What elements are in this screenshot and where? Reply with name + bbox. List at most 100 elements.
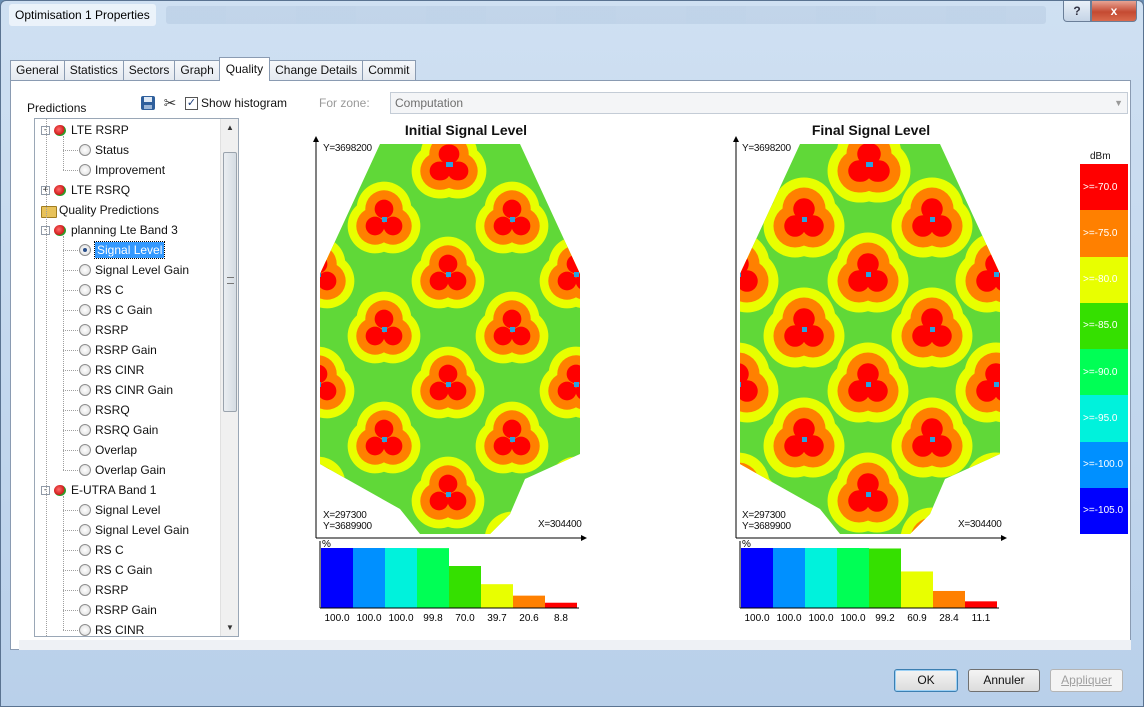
tree-item-label: LTE RSRP <box>71 123 129 137</box>
collapse-icon[interactable]: - <box>41 484 50 495</box>
tree-item-signal-level[interactable]: Signal Level <box>79 500 160 520</box>
help-button[interactable]: ? <box>1063 1 1091 22</box>
x-left-label: X=297300 <box>742 510 786 521</box>
tree-connector <box>63 390 78 391</box>
radio-button[interactable] <box>79 524 91 536</box>
tree-connector <box>63 470 78 471</box>
ok-button[interactable]: OK <box>894 669 958 692</box>
tree-item-rs-cinr[interactable]: RS CINR <box>79 620 144 636</box>
coverage-blob <box>384 657 403 676</box>
radio-button[interactable] <box>79 304 91 316</box>
radio-button[interactable] <box>79 404 91 416</box>
tree-item-quality-predictions[interactable]: Quality Predictions <box>41 200 159 220</box>
zone-select[interactable]: Computation ▼ <box>390 92 1128 114</box>
radio-button[interactable] <box>79 324 91 336</box>
tree-item-rs-c[interactable]: RS C <box>79 540 124 560</box>
show-histogram-checkbox[interactable]: ✓ <box>185 96 198 110</box>
prediction-group-icon <box>53 483 67 497</box>
radio-button[interactable] <box>79 164 91 176</box>
close-button[interactable]: x <box>1091 1 1137 22</box>
y-top-label: Y=3698200 <box>742 143 791 154</box>
coverage-blob <box>784 655 806 677</box>
tree-item-rs-c-gain[interactable]: RS C Gain <box>79 300 152 320</box>
radio-button[interactable] <box>79 604 91 616</box>
chevron-down-icon[interactable]: ▼ <box>1114 98 1123 108</box>
radio-button[interactable] <box>79 284 91 296</box>
tab-graph[interactable]: Graph <box>174 60 220 81</box>
tree-connector <box>46 119 47 636</box>
scroll-up-arrow-icon[interactable]: ▲ <box>226 123 234 132</box>
radio-button[interactable] <box>79 444 91 456</box>
collapse-icon[interactable]: - <box>41 124 50 135</box>
apply-button[interactable]: Appliquer <box>1050 669 1123 692</box>
tab-change-details[interactable]: Change Details <box>269 60 364 81</box>
expand-icon[interactable]: + <box>41 184 50 195</box>
tab-quality[interactable]: Quality <box>218 57 271 81</box>
tree-scrollbar[interactable]: ▲ ▼ <box>220 119 238 636</box>
tree-item-rsrp-gain[interactable]: RSRP Gain <box>79 340 157 360</box>
tree-connector <box>63 570 78 571</box>
radio-button[interactable] <box>79 564 91 576</box>
radio-button[interactable] <box>79 384 91 396</box>
y-top-label: Y=3698200 <box>323 143 372 154</box>
coverage-blob <box>494 657 513 676</box>
radio-button[interactable] <box>79 364 91 376</box>
tree-item-rsrq-gain[interactable]: RSRQ Gain <box>79 420 158 440</box>
radio-button[interactable] <box>79 344 91 356</box>
coverage-blob <box>791 644 834 687</box>
tree-item-planning-lte-band-3[interactable]: - planning Lte Band 3 <box>41 220 178 240</box>
for-zone-label: For zone: <box>319 96 370 110</box>
tree-item-rs-c[interactable]: RS C <box>79 280 124 300</box>
tree-item-rsrp[interactable]: RSRP <box>79 580 128 600</box>
collapse-icon[interactable]: - <box>41 224 50 235</box>
legend-item: >=-85.0 <box>1080 302 1128 349</box>
tree-item-rsrp-gain[interactable]: RSRP Gain <box>79 600 157 620</box>
tree-item-signal-level-gain[interactable]: Signal Level Gain <box>79 520 189 540</box>
scroll-down-arrow-icon[interactable]: ▼ <box>226 623 234 632</box>
radio-button[interactable] <box>79 424 91 436</box>
tab-general[interactable]: General <box>10 60 65 81</box>
tree-item-improvement[interactable]: Improvement <box>79 160 165 180</box>
coverage-blob <box>773 644 816 687</box>
tree-item-overlap-gain[interactable]: Overlap Gain <box>79 460 166 480</box>
tree-item-e-utra-band-1[interactable]: - E-UTRA Band 1 <box>41 480 156 500</box>
radio-button[interactable] <box>79 144 91 156</box>
tree-connector <box>63 270 78 271</box>
tree-item-overlap[interactable]: Overlap <box>79 440 137 460</box>
tab-statistics[interactable]: Statistics <box>63 60 124 81</box>
cancel-button[interactable]: Annuler <box>968 669 1040 692</box>
tree-item-rsrq[interactable]: RSRQ <box>79 400 130 420</box>
legend-item: >=-100.0 <box>1080 441 1128 488</box>
legend-item: >=-75.0 <box>1080 210 1128 257</box>
radio-button[interactable] <box>79 244 91 256</box>
tree-connector <box>63 170 78 171</box>
tree-item-status[interactable]: Status <box>79 140 129 160</box>
tree-item-signal-level[interactable]: Signal Level <box>79 240 166 260</box>
tree-item-rsrp[interactable]: RSRP <box>79 320 128 340</box>
tree-connector <box>63 630 78 631</box>
tools-icon[interactable]: ✂ <box>163 94 177 112</box>
tree-item-lte-rsrp[interactable]: - LTE RSRP <box>41 120 129 140</box>
title-bar[interactable]: Optimisation 1 Properties ? x <box>1 1 1143 31</box>
radio-button[interactable] <box>79 624 91 636</box>
tab-sectors[interactable]: Sectors <box>122 60 176 81</box>
radio-button[interactable] <box>79 544 91 556</box>
tree-item-rs-cinr-gain[interactable]: RS CINR Gain <box>79 380 173 400</box>
radio-button[interactable] <box>79 584 91 596</box>
coverage-blob <box>512 657 531 676</box>
tree-item-lte-rsrq[interactable]: + LTE RSRQ <box>41 180 130 200</box>
tree-item-rs-cinr[interactable]: RS CINR <box>79 360 144 380</box>
radio-button[interactable] <box>79 264 91 276</box>
coverage-blob <box>356 647 393 684</box>
tree-item-rs-c-gain[interactable]: RS C Gain <box>79 560 152 580</box>
radio-button[interactable] <box>79 504 91 516</box>
panel-bottom-strip <box>19 640 1131 650</box>
radio-button[interactable] <box>79 464 91 476</box>
tab-commit[interactable]: Commit <box>362 60 416 81</box>
scrollbar-thumb[interactable] <box>223 152 237 412</box>
save-icon[interactable] <box>139 94 157 112</box>
tree-item-label: RS C Gain <box>95 303 153 317</box>
show-histogram-toggle[interactable]: ✓ Show histogram <box>185 96 287 110</box>
tree-item-signal-level-gain[interactable]: Signal Level Gain <box>79 260 189 280</box>
